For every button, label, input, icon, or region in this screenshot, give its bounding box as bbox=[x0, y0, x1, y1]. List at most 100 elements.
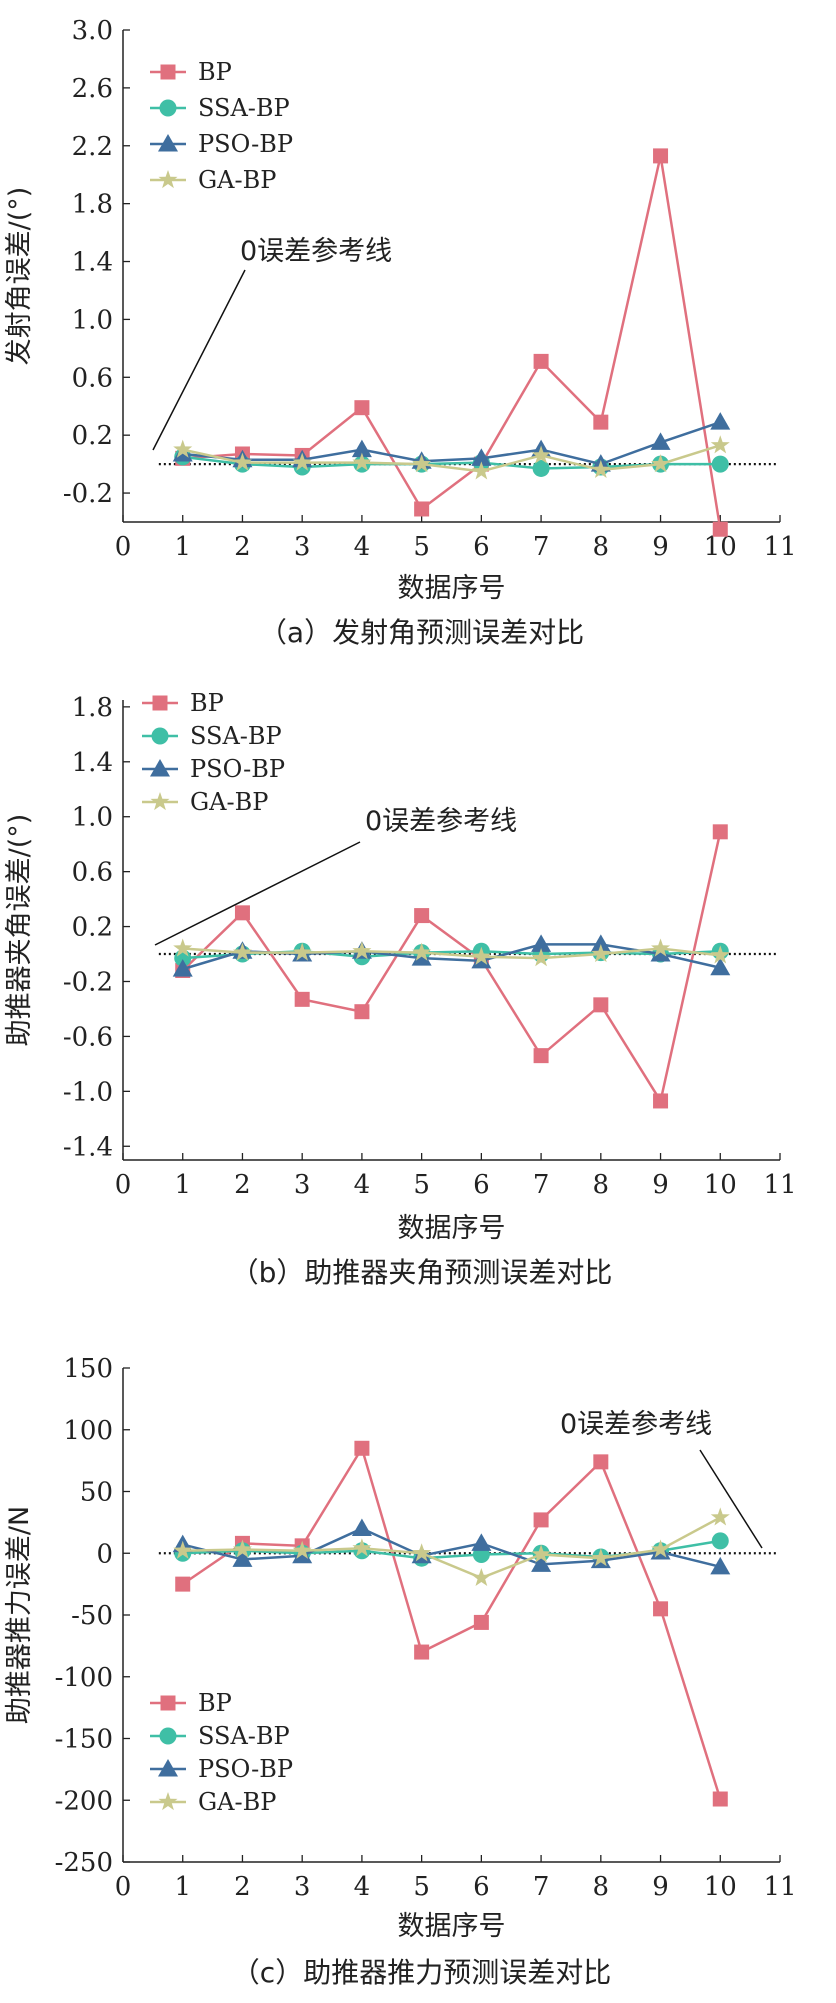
data-point-GA-BP bbox=[591, 944, 611, 963]
legend-label: GA-BP bbox=[198, 166, 276, 194]
legend-label: PSO-BP bbox=[198, 1755, 293, 1783]
legend-label: BP bbox=[198, 1689, 232, 1717]
data-point-BP bbox=[354, 400, 370, 416]
chart-caption: （c）助推器推力预测误差对比 bbox=[232, 1956, 611, 1989]
x-tick-label: 7 bbox=[533, 1872, 550, 1902]
x-tick-label: 7 bbox=[533, 1170, 550, 1200]
data-point-PSO-BP bbox=[650, 432, 671, 450]
x-tick-label: 0 bbox=[115, 1872, 132, 1902]
data-point-GA-BP bbox=[651, 454, 671, 473]
data-point-PSO-BP bbox=[471, 448, 492, 466]
data-point-BP bbox=[414, 908, 430, 924]
y-tick-label: 2.2 bbox=[72, 132, 113, 162]
series-line-PSO-BP bbox=[182, 1527, 721, 1569]
y-axis-title: 助推器推力误差/N bbox=[4, 1506, 35, 1724]
y-tick-label: 1.0 bbox=[72, 803, 113, 833]
legend-marker bbox=[158, 170, 178, 189]
annotation-leader-line bbox=[699, 1449, 763, 1549]
x-tick-label: 10 bbox=[704, 1170, 737, 1200]
data-point-BP bbox=[593, 414, 609, 430]
x-tick-label: 1 bbox=[174, 1170, 191, 1200]
data-point-BP bbox=[712, 1791, 728, 1807]
chart-panel-0: 0 1 2 3 4 5 6 7 8 9 10 11 3.0 2.6 2.2 1.8 1.4 1.0 0.6 0.2 -0… bbox=[4, 16, 797, 649]
x-tick-label: 0 bbox=[115, 532, 132, 562]
x-tick-label: 5 bbox=[413, 1170, 430, 1200]
y-tick-label: -50 bbox=[71, 1601, 113, 1631]
y-tick-label: -250 bbox=[55, 1848, 113, 1878]
data-point-PSO-BP bbox=[650, 944, 671, 962]
legend-label: GA-BP bbox=[190, 788, 268, 816]
legend-label: PSO-BP bbox=[198, 130, 293, 158]
annotation-leader-line bbox=[152, 269, 246, 451]
legend-marker bbox=[150, 792, 170, 811]
data-point-PSO-BP bbox=[710, 957, 731, 976]
x-tick-label: 2 bbox=[234, 1872, 251, 1902]
data-point-SSA-BP bbox=[711, 1532, 729, 1550]
x-tick-label: 11 bbox=[763, 1170, 796, 1200]
data-point-PSO-BP bbox=[471, 1533, 492, 1551]
data-point-GA-BP bbox=[710, 1507, 730, 1526]
y-tick-label: 1.8 bbox=[72, 190, 113, 220]
y-tick-label: 1.4 bbox=[72, 748, 113, 778]
legend-marker bbox=[158, 1759, 178, 1777]
data-point-GA-BP bbox=[710, 435, 730, 454]
series-line-GA-BP bbox=[182, 947, 721, 960]
data-point-GA-BP bbox=[232, 1539, 252, 1558]
data-point-PSO-BP bbox=[590, 934, 611, 952]
y-axis-title: 发射角误差/(°) bbox=[4, 187, 35, 366]
y-axis-title: 助推器夹角误差/(°) bbox=[4, 814, 35, 1047]
x-tick-label: 5 bbox=[413, 1872, 430, 1902]
data-point-GA-BP bbox=[471, 1567, 491, 1587]
x-tick-label: 3 bbox=[294, 532, 311, 562]
legend-label: SSA-BP bbox=[198, 1722, 290, 1750]
x-tick-label: 8 bbox=[593, 532, 610, 562]
data-point-BP bbox=[294, 991, 310, 1007]
data-point-GA-BP bbox=[173, 439, 193, 458]
x-tick-label: 4 bbox=[354, 1170, 371, 1200]
series-line-BP bbox=[182, 155, 722, 530]
data-point-BP bbox=[533, 353, 549, 369]
series-line-PSO-BP bbox=[182, 420, 721, 466]
x-tick-label: 11 bbox=[763, 532, 796, 562]
chart-caption: （b）助推器夹角预测误差对比 bbox=[231, 1256, 613, 1289]
x-tick-label: 6 bbox=[473, 1872, 490, 1902]
x-tick-label: 4 bbox=[354, 532, 371, 562]
x-axis-title: 数据序号 bbox=[398, 573, 506, 604]
chart-caption: （a）发射角预测误差对比 bbox=[259, 616, 584, 649]
data-point-GA-BP bbox=[232, 942, 252, 961]
legend-label: PSO-BP bbox=[190, 755, 285, 783]
y-tick-label: 2.6 bbox=[72, 74, 113, 104]
series-line-BP bbox=[182, 1445, 722, 1800]
y-tick-label: 50 bbox=[80, 1478, 113, 1508]
annotation-label: 0误差参考线 bbox=[365, 806, 517, 837]
x-tick-label: 2 bbox=[234, 532, 251, 562]
x-tick-label: 1 bbox=[174, 1872, 191, 1902]
data-point-BP bbox=[712, 824, 728, 840]
legend-marker bbox=[152, 695, 168, 711]
y-tick-label: 0.6 bbox=[72, 858, 113, 888]
data-point-BP bbox=[533, 1048, 549, 1064]
data-point-PSO-BP bbox=[351, 439, 372, 458]
data-point-GA-BP bbox=[292, 452, 312, 471]
data-point-GA-BP bbox=[173, 1540, 193, 1559]
data-point-BP bbox=[414, 1644, 430, 1660]
x-tick-label: 5 bbox=[413, 532, 430, 562]
y-tick-label: -200 bbox=[55, 1786, 113, 1816]
annotation-leader-line bbox=[154, 841, 361, 946]
data-point-BP bbox=[653, 1601, 669, 1617]
x-tick-label: 8 bbox=[593, 1170, 610, 1200]
legend-label: BP bbox=[198, 58, 232, 86]
y-tick-label: 0.2 bbox=[72, 421, 113, 451]
annotation-label: 0误差参考线 bbox=[560, 1409, 712, 1440]
x-tick-label: 10 bbox=[704, 1872, 737, 1902]
data-point-GA-BP bbox=[531, 1544, 551, 1563]
data-point-PSO-BP bbox=[531, 1554, 552, 1572]
data-point-PSO-BP bbox=[411, 948, 432, 966]
data-point-GA-BP bbox=[591, 459, 611, 478]
chart-panel-2: 0 1 2 3 4 5 6 7 8 9 10 11 150 100 50 0 -50 -100 -150 -200 -2… bbox=[4, 1354, 797, 1989]
legend-marker bbox=[150, 759, 170, 777]
series-line-GA-BP bbox=[182, 1516, 721, 1580]
data-point-BP bbox=[653, 1093, 669, 1109]
legend-label: SSA-BP bbox=[198, 94, 290, 122]
data-point-GA-BP bbox=[352, 1538, 372, 1557]
